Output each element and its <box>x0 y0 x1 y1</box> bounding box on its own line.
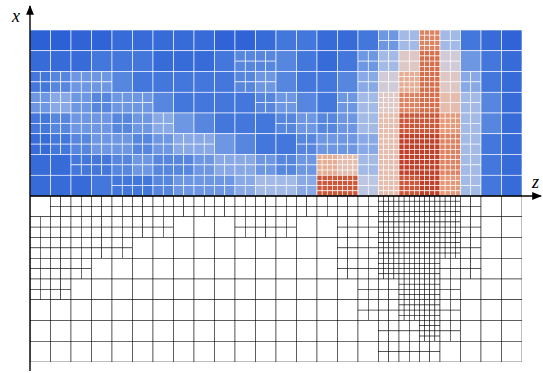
svg-text:x: x <box>11 6 20 26</box>
svg-text:z: z <box>531 172 539 192</box>
